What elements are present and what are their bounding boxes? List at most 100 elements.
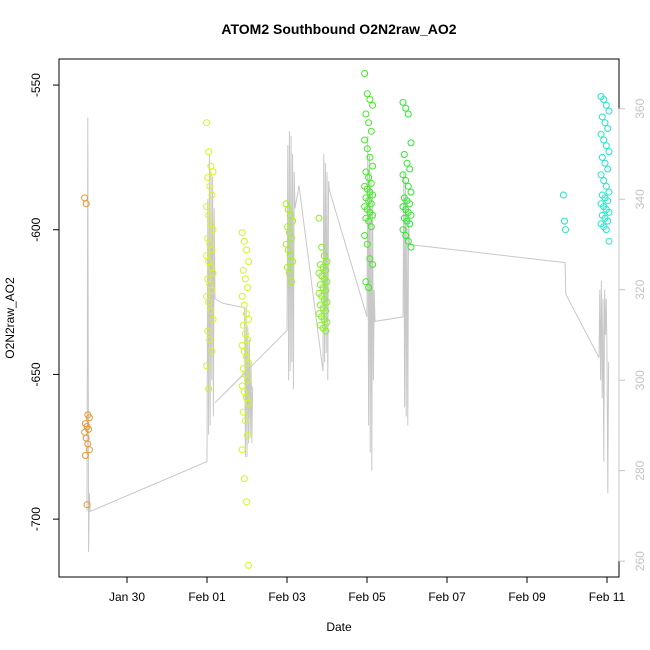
data-point [209, 168, 217, 176]
y-axis-label: O2N2raw_AO2 [3, 277, 17, 359]
data-point [204, 234, 212, 242]
data-point [598, 113, 606, 121]
data-point [604, 125, 612, 132]
data-point [369, 211, 377, 219]
data-point [205, 211, 213, 219]
data-point [604, 197, 612, 205]
data-point [361, 232, 369, 239]
data-point [244, 284, 251, 292]
chart-title: ATOM2 Southbound O2N2raw_AO2 [221, 21, 456, 37]
data-point [406, 220, 414, 228]
data-point [597, 171, 605, 179]
data-point [365, 119, 373, 127]
data-point [244, 376, 251, 384]
data-point [84, 440, 92, 448]
data-point [399, 226, 407, 234]
data-point [241, 417, 249, 425]
y2-tick-label: 300 [633, 370, 647, 390]
data-point [402, 232, 410, 239]
data-point [323, 298, 331, 306]
data-point [605, 208, 613, 216]
y2-tick-label: 360 [633, 98, 647, 118]
data-point [315, 214, 323, 222]
data-point [205, 298, 213, 306]
data-point [238, 342, 246, 349]
data-point [243, 498, 250, 506]
y2-tick-label: 340 [633, 189, 647, 209]
data-point [205, 258, 213, 266]
data-point [361, 136, 369, 144]
data-point [81, 194, 89, 202]
data-point [407, 243, 415, 251]
data-point [245, 399, 253, 407]
data-point [369, 191, 377, 199]
data-point [407, 188, 415, 196]
data-point [203, 292, 211, 300]
data-point [241, 330, 249, 338]
data-point [362, 278, 370, 286]
y-tick-label: -700 [29, 507, 43, 531]
data-point [362, 110, 370, 118]
data-point [239, 408, 247, 416]
data-point [83, 501, 91, 509]
data-point [318, 243, 326, 251]
data-points-layer [81, 70, 613, 569]
data-point [322, 266, 330, 274]
data-point [208, 347, 216, 355]
data-point [240, 388, 248, 396]
data-point [208, 246, 216, 254]
data-point [284, 206, 292, 213]
x-axis-label: Date [326, 620, 352, 634]
data-point [369, 162, 377, 170]
x-tick-label: Feb 11 [589, 590, 626, 604]
data-point [245, 315, 253, 323]
data-point [600, 136, 608, 144]
data-point [203, 252, 211, 260]
data-point [404, 237, 412, 245]
data-point [203, 362, 211, 370]
data-point [243, 246, 250, 254]
data-point [245, 561, 253, 569]
data-point [238, 292, 246, 300]
y-axis-right: 260 280 300 320 340 360 [618, 98, 647, 571]
data-point [239, 321, 247, 329]
data-point [406, 200, 414, 208]
data-point [204, 327, 212, 335]
data-point [240, 475, 248, 483]
data-point [604, 217, 612, 225]
x-tick-label: Feb 01 [188, 590, 226, 604]
data-point [284, 246, 292, 254]
data-point [366, 255, 374, 263]
data-point [85, 446, 93, 454]
data-point [287, 211, 294, 219]
data-point [407, 211, 415, 219]
data-point [561, 217, 568, 225]
data-point [322, 327, 330, 335]
data-point [604, 165, 612, 173]
data-point [82, 200, 90, 208]
y-tick-label: -650 [29, 362, 43, 386]
data-point [288, 278, 295, 286]
data-point [605, 107, 613, 115]
data-point [403, 159, 411, 167]
y-axis-left: -550 -600 -650 -700 [29, 73, 60, 531]
data-point [240, 347, 248, 355]
data-point [244, 431, 251, 439]
data-point [597, 130, 605, 138]
y-tick-label: -600 [29, 217, 43, 241]
data-point [404, 110, 412, 118]
data-point [366, 96, 374, 103]
data-point [241, 370, 249, 378]
data-point [205, 148, 213, 156]
data-point [406, 165, 414, 173]
y2-tick-label: 320 [633, 279, 647, 299]
data-point [322, 287, 330, 294]
data-point [367, 179, 375, 187]
data-point [245, 258, 253, 266]
data-point [245, 359, 253, 367]
data-point [602, 142, 610, 150]
data-point [206, 182, 214, 190]
data-point [602, 182, 610, 190]
data-point [285, 269, 293, 277]
